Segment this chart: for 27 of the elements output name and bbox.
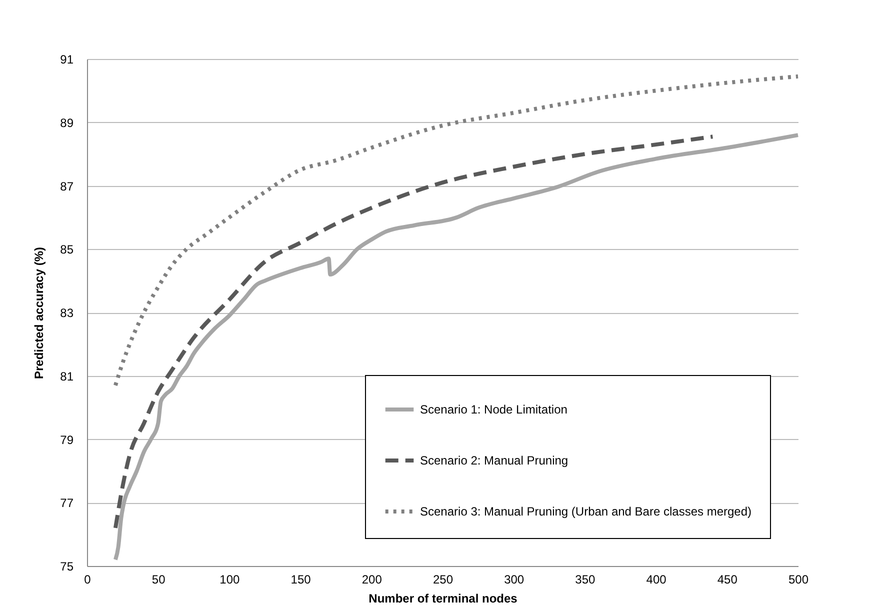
x-tick-label: 100 bbox=[220, 572, 240, 586]
y-tick-label: 91 bbox=[60, 52, 74, 66]
legend-label: Scenario 2: Manual Pruning bbox=[420, 454, 568, 468]
y-tick-label: 89 bbox=[60, 116, 74, 130]
x-tick-label: 500 bbox=[788, 572, 809, 586]
x-tick-label: 450 bbox=[717, 572, 738, 586]
line-series bbox=[113, 133, 800, 562]
x-tick-label: 0 bbox=[84, 572, 92, 586]
y-axis-title: Predicted accuracy (%) bbox=[32, 246, 46, 380]
x-axis-title: Number of terminal nodes bbox=[368, 592, 518, 606]
x-tick-label: 200 bbox=[362, 572, 382, 586]
x-tick-label: 350 bbox=[575, 572, 596, 586]
x-tick-label: 150 bbox=[290, 572, 312, 586]
y-tick-label: 75 bbox=[60, 560, 74, 574]
legend-label: Scenario 1: Node Limitation bbox=[420, 402, 568, 416]
legend-label: Scenario 3: Manual Pruning (Urban and Bare classes merged) bbox=[420, 504, 752, 518]
y-tick-label: 79 bbox=[60, 432, 74, 447]
y-tick-label: 81 bbox=[60, 369, 74, 384]
x-tick-label: 400 bbox=[646, 572, 667, 586]
y-tick-label: 77 bbox=[60, 496, 74, 510]
y-tick-label: 87 bbox=[60, 179, 74, 194]
x-tick-label: 300 bbox=[504, 572, 524, 586]
y-tick-label: 83 bbox=[60, 306, 74, 320]
x-tick-label: 250 bbox=[432, 572, 454, 586]
line-series bbox=[113, 74, 800, 388]
y-tick-label: 85 bbox=[60, 242, 74, 257]
x-tick-label: 50 bbox=[152, 572, 166, 586]
